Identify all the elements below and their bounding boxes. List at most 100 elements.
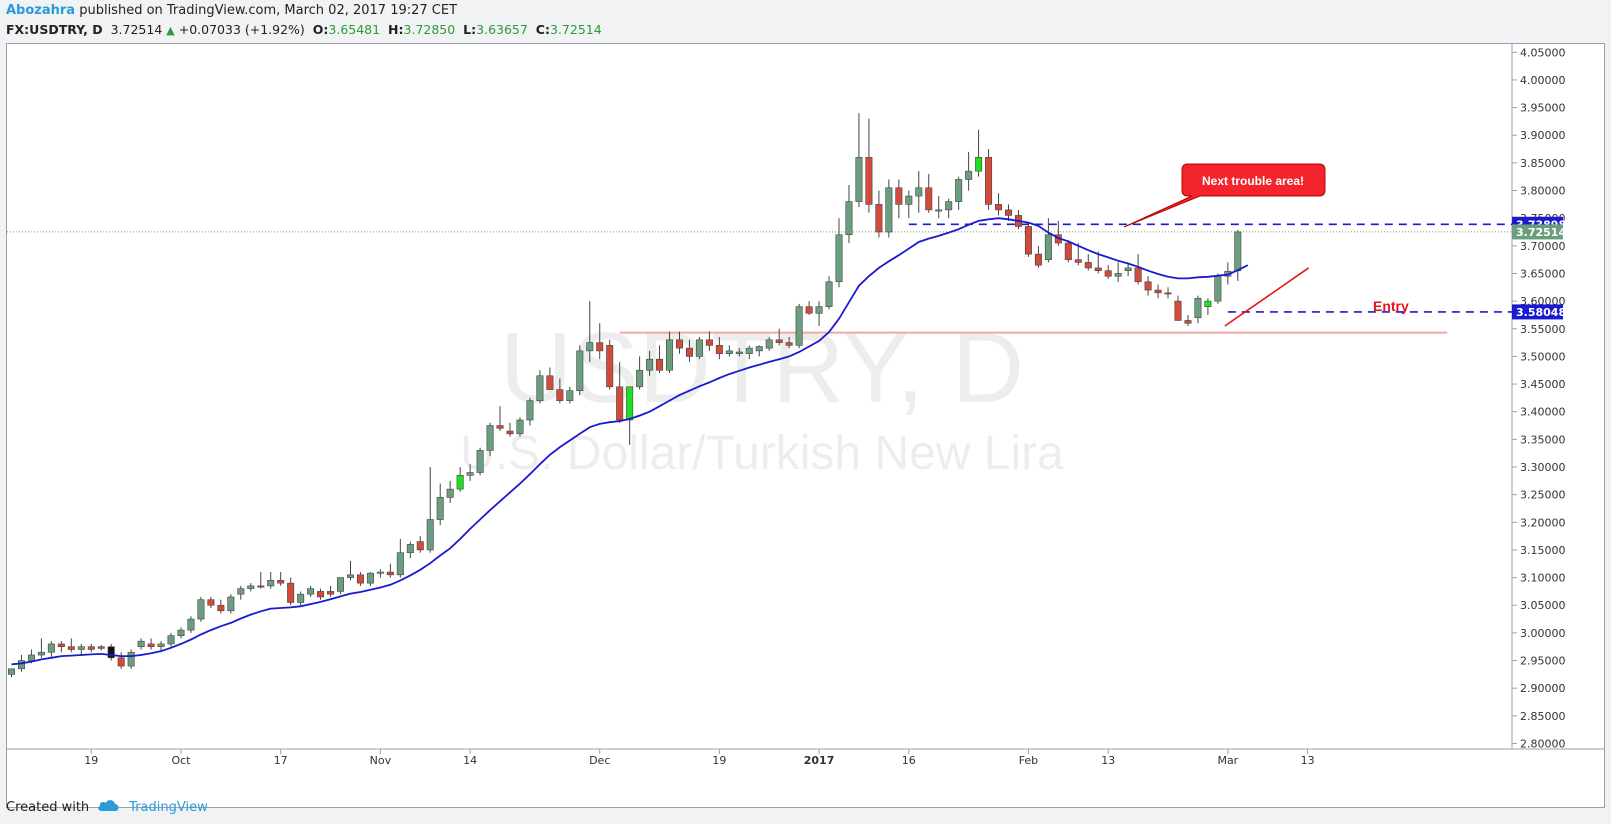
time-tick-label: Mar [1217, 754, 1238, 767]
candle-body [356, 574, 364, 584]
current-price-tag [1512, 224, 1563, 240]
candles [7, 113, 1242, 678]
candle-body [536, 375, 544, 401]
price-tick-label: 3.00000 [1520, 627, 1566, 640]
candle-body [1034, 253, 1042, 266]
candle-body [307, 588, 315, 595]
price-tick-label: 3.05000 [1520, 599, 1566, 612]
low-value: 3.63657 [476, 22, 528, 37]
open-value: 3.65481 [328, 22, 381, 37]
candle-body [366, 572, 374, 584]
chart-frame[interactable]: USDTRY, D U.S. Dollar/Turkish New Lira 4… [6, 43, 1605, 808]
candle-body [1024, 226, 1032, 255]
candle-body [695, 339, 703, 357]
candle-body [247, 585, 255, 589]
price-tick-label: 2.85000 [1520, 710, 1566, 723]
candle-body [596, 342, 604, 352]
candlestick-chart[interactable]: USDTRY, D U.S. Dollar/Turkish New Lira 4… [7, 44, 1604, 807]
author-name[interactable]: Abozahra [6, 3, 76, 18]
candle-body [1174, 300, 1182, 321]
candle-body [566, 390, 574, 401]
entry-label: Entry [1373, 298, 1409, 314]
candle-body [277, 580, 285, 584]
price-tick-label: 4.00000 [1520, 74, 1566, 87]
footer: Created with TradingView [6, 798, 208, 816]
candle-body [795, 306, 803, 346]
candle-body [1104, 270, 1112, 277]
tradingview-link[interactable]: TradingView [129, 799, 208, 815]
price-tick-label: 3.55000 [1520, 323, 1566, 336]
moving-average [11, 217, 1249, 666]
candle-body [57, 643, 65, 648]
candle-body [37, 651, 45, 656]
candle-body [77, 646, 85, 650]
candle-body [426, 519, 434, 551]
time-axis[interactable]: 19 Oct 17 Nov 14 Dec 19 2017 16 Feb 13 Mar 13 [84, 749, 1315, 767]
price-tick-label: 2.95000 [1520, 655, 1566, 668]
symbol-info: FX:USDTRY, D 3.72514 ▲ +0.07033 (+1.92%)… [6, 22, 602, 37]
candle-body [675, 339, 683, 349]
price-axis[interactable]: 4.05000 4.00000 3.95000 3.90000 3.85000 3.800… [1512, 46, 1566, 750]
candle-body [945, 201, 953, 211]
candle-body [386, 571, 394, 576]
candle-body [975, 157, 983, 172]
candle-body [865, 157, 873, 205]
callout-text: Next trouble area! [1202, 174, 1304, 188]
price-tick-label: 4.05000 [1520, 46, 1566, 59]
candle-body [1134, 267, 1142, 283]
candle-body [586, 342, 594, 352]
level-price-label: 3.58048 [1516, 306, 1566, 319]
price-tick-label: 2.80000 [1520, 737, 1566, 750]
candle-body [396, 552, 404, 576]
candle-body [127, 651, 135, 667]
annotations: Next trouble area! Entry [1123, 163, 1409, 327]
price-tick-label: 3.85000 [1520, 157, 1566, 170]
price-tick-label: 3.25000 [1520, 489, 1566, 502]
candle-body [646, 358, 654, 371]
time-tick-label: 17 [274, 754, 288, 767]
publication-info: Abozahra published on TradingView.com, M… [6, 3, 457, 18]
candle-body [785, 342, 793, 346]
candle-body [1154, 289, 1162, 294]
candle-body [1164, 292, 1172, 295]
candle-body [317, 591, 325, 598]
candle-body [995, 204, 1003, 211]
level-price-tag [1512, 304, 1563, 320]
price-change: +0.07033 (+1.92%) [178, 22, 305, 37]
price-tick-label: 3.95000 [1520, 102, 1566, 115]
time-tick-label: 19 [712, 754, 726, 767]
candle-body [745, 347, 753, 354]
candle-body [775, 339, 783, 343]
time-tick-label: 13 [1301, 754, 1315, 767]
symbol-label: FX:USDTRY, D [6, 22, 103, 37]
time-tick-label: Dec [589, 754, 610, 767]
candle-body [7, 668, 16, 675]
candle-body [666, 339, 674, 371]
candle-body [516, 419, 524, 435]
candle-body [885, 187, 893, 233]
candle-body [1114, 273, 1122, 277]
low-label: L: [463, 22, 477, 37]
trendline [1224, 267, 1310, 327]
current-price-label: 3.72514 [1516, 226, 1566, 239]
candle-body [825, 281, 833, 307]
candle-body [187, 618, 195, 631]
candle-body [626, 386, 634, 421]
candle-body [1094, 267, 1102, 272]
candle-body [1144, 281, 1152, 291]
price-tick-label: 3.35000 [1520, 433, 1566, 446]
candle-body [446, 488, 454, 498]
candle-body [725, 350, 733, 354]
candle-body [765, 339, 773, 349]
watermark: USDTRY, D U.S. Dollar/Turkish New Lira [460, 312, 1064, 480]
candle-body [147, 643, 155, 648]
candle-body [1084, 262, 1092, 269]
time-tick-label: Oct [171, 754, 191, 767]
close-label: C: [535, 22, 550, 37]
candle-body [895, 187, 903, 205]
candle-body [47, 643, 55, 653]
callout-bubble [1123, 163, 1326, 228]
close-value: 3.72514 [549, 22, 602, 37]
candle-body [466, 472, 474, 476]
